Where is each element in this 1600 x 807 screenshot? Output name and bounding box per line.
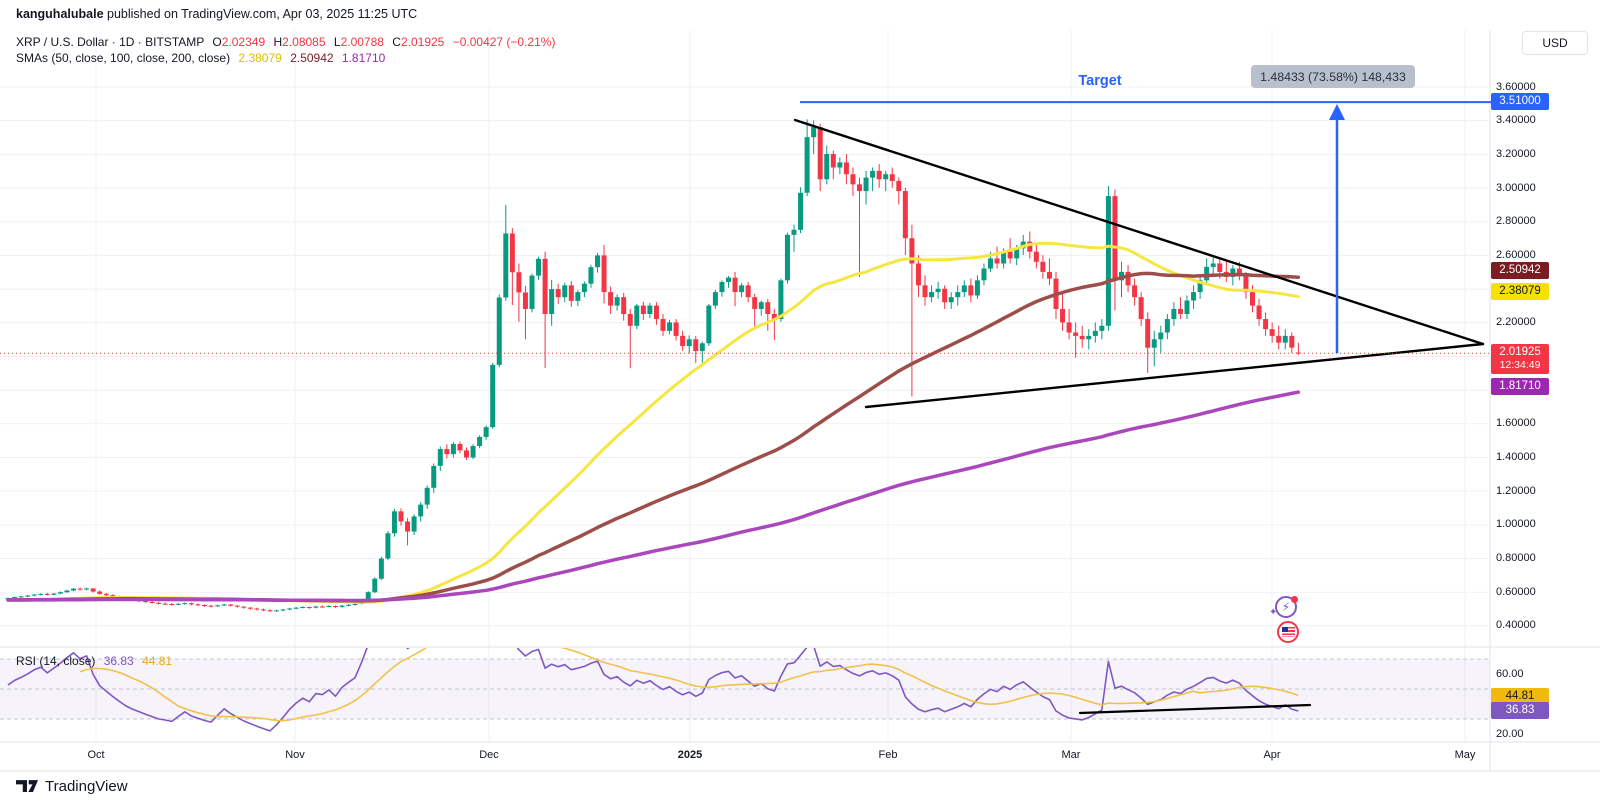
sma-label: SMAs (50, close, 100, close, 200, close) [16, 51, 231, 65]
time-axis-label: Nov [285, 749, 305, 761]
rsi-axis-badge: 44.81 [1491, 687, 1549, 705]
price-axis-badge: 3.51000 [1491, 93, 1549, 111]
time-axis-label: Mar [1061, 749, 1081, 761]
price-axis-label: 1.20000 [1496, 484, 1536, 497]
rsi-ma-value: 44.81 [142, 654, 173, 668]
ohlc-high: H2.08085 [273, 35, 326, 49]
price-axis-label: 2.60000 [1496, 248, 1536, 261]
notification-dot [1291, 596, 1298, 603]
rsi-axis-label: 20.00 [1496, 727, 1524, 740]
tradingview-logo-icon [16, 780, 38, 792]
time-axis-label: 2025 [677, 749, 703, 761]
price-axis-label: 0.40000 [1496, 619, 1536, 632]
tradingview-logo[interactable]: TradingView [16, 778, 128, 795]
price-axis-badge: 2.01925 12:34:49 [1491, 344, 1549, 375]
ohlc-close: C2.01925 [392, 35, 445, 49]
price-axis-label: 3.20000 [1496, 147, 1536, 160]
rsi-label: RSI (14, close) [16, 654, 96, 668]
ohlc-open: O2.02349 [212, 35, 266, 49]
time-axis-label: May [1454, 749, 1476, 761]
price-axis-label: 2.80000 [1496, 215, 1536, 228]
symbol-legend[interactable]: XRP / U.S. Dollar · 1D · BITSTAMP O2.023… [16, 35, 555, 49]
sparkle-icon: ✦ [1269, 607, 1278, 618]
symbol-title: XRP / U.S. Dollar · 1D · BITSTAMP [16, 35, 205, 49]
rsi-axis-badge: 36.83 [1491, 702, 1549, 719]
rsi-axis-label: 60.00 [1496, 667, 1524, 680]
target-measurement-badge[interactable]: 1.48433 (73.58%) 148,433 [1251, 65, 1415, 88]
price-axis-label: 3.40000 [1496, 114, 1536, 127]
currency-usd-button[interactable]: USD [1522, 31, 1588, 55]
rsi-legend[interactable]: RSI (14, close) 36.83 44.81 [16, 654, 172, 668]
time-axis-label: Feb [878, 749, 898, 761]
price-axis-label: 1.60000 [1496, 417, 1536, 430]
target-annotation-label[interactable]: Target [1078, 73, 1122, 89]
time-axis-label: Dec [479, 749, 499, 761]
publish-text: published on TradingView.com, Apr 03, 20… [103, 7, 418, 21]
price-axis-label: 1.40000 [1496, 450, 1536, 463]
sma-legend[interactable]: SMAs (50, close, 100, close, 200, close)… [16, 51, 385, 65]
ohlc-low: L2.00788 [333, 35, 384, 49]
rsi-value: 36.83 [103, 654, 134, 668]
price-axis-badge: 2.38079 [1491, 283, 1549, 301]
flash-event-icon[interactable]: ⚡ ✦ [1269, 596, 1298, 618]
time-axis-label: Oct [87, 749, 105, 761]
change-value: −0.00427 (−0.21%) [452, 35, 556, 49]
sma100-value: 2.50942 [290, 51, 334, 65]
price-axis-label: 3.00000 [1496, 181, 1536, 194]
price-axis-label: 1.00000 [1496, 518, 1536, 531]
us-flag-event-icon[interactable] [1277, 621, 1299, 643]
price-axis-label: 0.60000 [1496, 585, 1536, 598]
time-axis-label: Apr [1263, 749, 1281, 761]
price-axis-badge: 1.81710 [1491, 378, 1549, 396]
sma200-value: 1.81710 [341, 51, 386, 65]
us-flag [1281, 627, 1295, 637]
publish-line: kanguhalubale published on TradingView.c… [16, 7, 417, 21]
price-axis-label: 2.20000 [1496, 316, 1536, 329]
price-axis-badge: 2.50942 [1491, 261, 1549, 279]
publisher-username: kanguhalubale [16, 7, 104, 21]
price-axis-label: 0.80000 [1496, 552, 1536, 565]
tradingview-logo-text: TradingView [45, 778, 128, 795]
sma50-value: 2.38079 [238, 51, 282, 65]
price-axis-label: 3.60000 [1496, 80, 1536, 93]
